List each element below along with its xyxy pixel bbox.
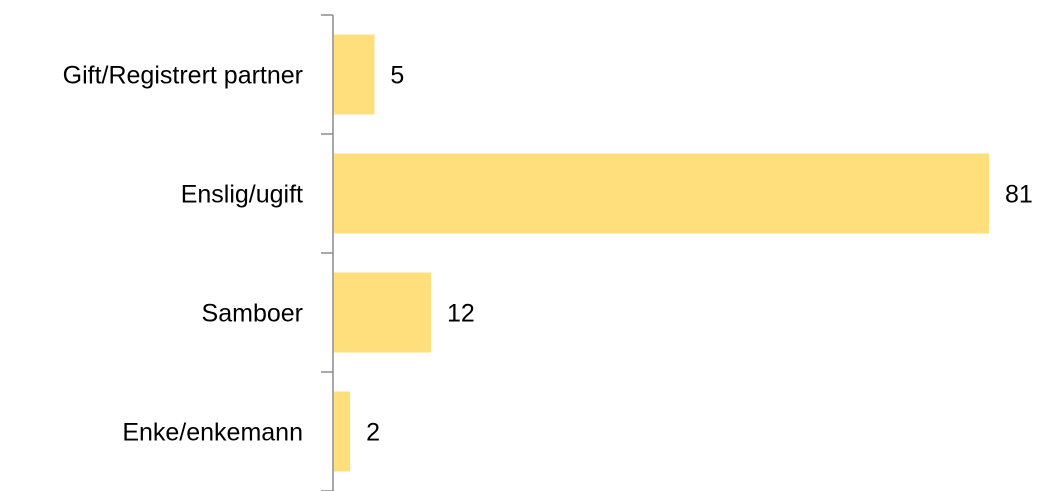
category-label: Samboer (202, 300, 303, 328)
category-axis (321, 14, 334, 491)
bar-enke-enkemann (334, 391, 351, 472)
category-label: Enslig/ugift (181, 181, 303, 209)
data-label: 81 (1005, 181, 1033, 209)
data-labels: 5 81 12 2 (366, 62, 1033, 447)
data-label: 12 (447, 300, 475, 328)
bar-samboer (334, 272, 432, 353)
category-label: Enke/enkemann (122, 419, 303, 447)
category-labels: Gift/Registrert partner Enslig/ugift Sambo… (63, 62, 303, 447)
bars (334, 34, 989, 472)
data-label: 2 (366, 419, 380, 447)
category-label: Gift/Registrert partner (63, 62, 303, 90)
data-label: 5 (390, 62, 404, 90)
bar-gift-registrert-partner (334, 34, 375, 115)
bar-enslig-ugift (334, 153, 989, 234)
